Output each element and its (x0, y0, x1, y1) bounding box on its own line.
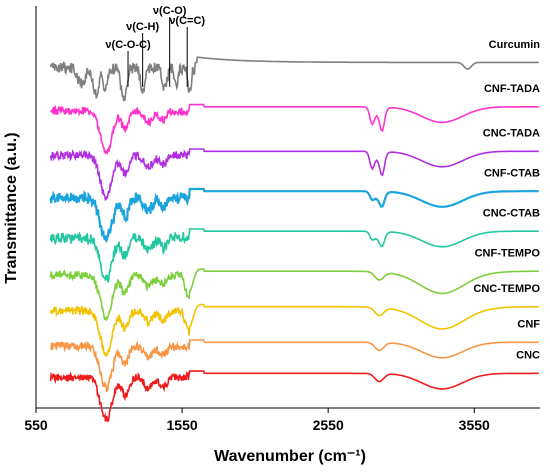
series-label-cnc-tempo: CNC-TEMPO (473, 283, 540, 295)
series-line-cnc-ctab (49, 228, 539, 283)
series-line-cnf-ctab (49, 187, 539, 244)
series-label-cnf-tada: CNF-TADA (484, 83, 540, 95)
series-label-cnf-tempo: CNF-TEMPO (475, 248, 541, 260)
series-line-cnc-tada (49, 148, 539, 202)
annotation-layer: ν(C-O-C) ν(C-H) ν(C-O)ν(C=C) (105, 5, 205, 87)
series-line-cnf (49, 339, 539, 393)
plot-frame (35, 6, 540, 409)
annotation-label-2: ν(C-O) (153, 5, 187, 17)
annotation-label-1: ν(C-H) (126, 21, 159, 33)
series-line-curcumin (49, 56, 539, 102)
x-tick-label-2550: 2550 (313, 417, 344, 433)
x-tick-label-550: 550 (24, 417, 48, 433)
annotation-label-3: ν(C=C) (169, 15, 205, 27)
series-label-curcumin: Curcumin (489, 39, 541, 51)
x-axis-label: Wavenumber (cm⁻¹) (214, 448, 366, 465)
series-label-cnf: CNF (517, 319, 540, 331)
series-label-cnf-ctab: CNF-CTAB (484, 168, 540, 180)
series-layer: Curcumin CNF-TADA CNC-TADA CNF-CTAB CNC-CTAB… (49, 39, 541, 423)
series-line-cnc (49, 370, 539, 423)
x-tick-label-3550: 3550 (459, 417, 490, 433)
series-line-cnf-tada (49, 103, 539, 156)
series-label-cnc: CNC (516, 350, 540, 362)
x-ticks: 550 1550 2550 3550 (24, 408, 490, 433)
series-line-cnf-tempo (49, 268, 539, 322)
x-tick-label-1550: 1550 (167, 417, 198, 433)
series-line-cnc-tempo (49, 303, 539, 357)
y-axis-label: Transmittance (a.u.) (3, 132, 20, 283)
series-label-cnc-tada: CNC-TADA (483, 128, 540, 140)
annotation-label-0: ν(C-O-C) (105, 39, 151, 51)
series-label-cnc-ctab: CNC-CTAB (483, 208, 540, 220)
